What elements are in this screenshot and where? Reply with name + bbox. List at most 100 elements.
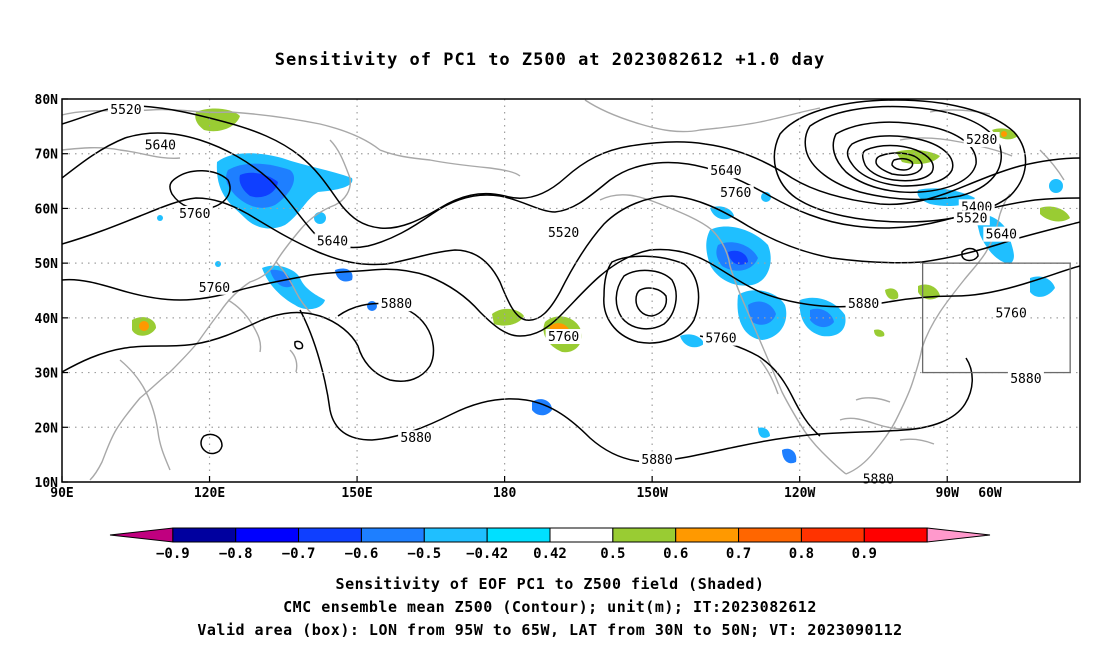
- contour-5760-low-loop1: [603, 255, 700, 344]
- contour-label: 5640: [986, 228, 1017, 243]
- colorbar-label: −0.9: [156, 546, 190, 562]
- lon-tick-label: 90W: [935, 486, 959, 501]
- lat-tick-label: 40N: [35, 312, 59, 327]
- colorbar-swatch: [423, 527, 488, 543]
- valid-area-box: [921, 262, 1071, 374]
- lat-tick-label: 50N: [35, 257, 59, 272]
- contour-label-bg: [953, 210, 990, 226]
- contour-5280-ring5: [875, 152, 923, 176]
- contour-label: 5880: [848, 297, 879, 312]
- lon-tick-label: 60W: [978, 486, 1002, 501]
- colorbar-label: 0.9: [852, 546, 877, 562]
- contour-label-bg: [707, 163, 744, 179]
- lat-tick-label: 60N: [35, 202, 59, 217]
- caption-shaded: Sensitivity of EOF PC1 to Z500 field (Sh…: [335, 575, 765, 593]
- contour-label: 5640: [145, 139, 176, 154]
- contour-label-bg: [378, 296, 415, 312]
- contour-5280-ring4: [861, 144, 934, 182]
- colorbar-swatch: [800, 527, 865, 543]
- contour-5880-east: [699, 335, 821, 437]
- colorbar-label: −0.6: [345, 546, 379, 562]
- colorbar-high-arrow: [926, 527, 991, 543]
- contour-label: 5760: [720, 186, 751, 201]
- shade-patch-greenland-positive: [896, 149, 940, 164]
- contour-label: 5520: [548, 226, 579, 241]
- colorbar-label: −0.5: [407, 546, 441, 562]
- lon-tick-label: 150W: [636, 486, 667, 501]
- colorbar-swatch: [235, 527, 300, 543]
- chart-title: Sensitivity of PC1 to Z500 at 2023082612…: [274, 50, 826, 70]
- colorbar-label: 0.42: [533, 546, 567, 562]
- contour-label-bg: [702, 330, 739, 346]
- contour-label: 5760: [995, 306, 1026, 321]
- contour-labels: 5520 5640 5760 5640 5760 5880 5880 5520 5760 5640…: [107, 101, 1044, 487]
- contour-label-bg: [845, 296, 882, 312]
- map-frame: [61, 98, 1081, 483]
- colorbar-swatch: [675, 527, 740, 543]
- colorbar-label: 0.5: [600, 546, 625, 562]
- contour-label: 5280: [966, 133, 997, 148]
- contour-label: 5640: [710, 164, 741, 179]
- shade-patch-kuril: [335, 268, 353, 282]
- colorbar-low-arrow: [109, 527, 174, 543]
- contour-label-bg: [142, 137, 179, 153]
- colorbar-swatch: [549, 527, 614, 543]
- contour-label-bg: [983, 226, 1020, 242]
- contour-5760-low-loop2: [615, 269, 677, 330]
- colorbar-swatch: [738, 527, 802, 543]
- colorbar-label: 0.6: [663, 546, 688, 562]
- contour-label-bg: [176, 205, 213, 221]
- caption-valid-area: Valid area (box): LON from 95W to 65W, L…: [197, 621, 903, 639]
- contour-label-bg: [314, 233, 351, 249]
- contour-label-bg: [993, 305, 1030, 321]
- colorbar-swatch: [360, 527, 425, 543]
- contour-label: 5880: [641, 453, 672, 468]
- contour-5520: [62, 105, 1080, 229]
- lat-tick-label: 70N: [35, 148, 59, 163]
- contour-label: 5760: [705, 332, 736, 347]
- axis-ticks: 90E 120E 150E 180 150W 120W 90W 60W 80N 70N 60N 50N…: [35, 93, 1002, 501]
- contour-5280-ring3: [846, 135, 954, 187]
- lat-tick-label: 80N: [35, 93, 59, 108]
- lat-tick-label: 10N: [35, 476, 59, 491]
- contour-label-bg: [545, 225, 582, 241]
- contour-label-bg: [639, 452, 676, 468]
- shade-patch-atlantic-negative2: [1030, 276, 1055, 297]
- contour-label: 5880: [1010, 372, 1041, 387]
- colorbar-label: 0.8: [789, 546, 814, 562]
- contour-label-bg: [107, 101, 144, 117]
- contour-5760-mid: [62, 248, 1080, 337]
- colorbar-label: −0.8: [219, 546, 253, 562]
- colorbar-label: −0.42: [466, 546, 508, 562]
- contour-5880-loop-small: [200, 433, 223, 455]
- contour-label: 5520: [110, 103, 141, 118]
- lon-tick-label: 120W: [784, 486, 815, 501]
- contour-5760-west: [62, 195, 1080, 321]
- contour-label-bg: [963, 132, 1000, 148]
- colorbar-label: −0.7: [282, 546, 316, 562]
- lat-tick-label: 20N: [35, 421, 59, 436]
- contour-5400: [773, 99, 1027, 223]
- colorbar: −0.9 −0.8 −0.7 −0.6 −0.5 −0.42 0.42 0.5 0.6 0.7 0.…: [109, 527, 991, 562]
- shade-patch-na-negative4: [710, 206, 734, 220]
- lon-tick-label: 180: [493, 486, 517, 501]
- contour-small-loop-east: [961, 247, 979, 262]
- contour-label-bg: [1007, 371, 1044, 387]
- contour-label: 5760: [179, 207, 210, 222]
- contour-5760-low-loop3: [635, 287, 668, 317]
- contour-label-bg: [398, 430, 435, 446]
- contour-5880-loop-small2: [294, 340, 304, 350]
- contour-5280-ring6: [891, 157, 914, 171]
- colorbar-swatch: [172, 527, 237, 543]
- contour-label-bg: [196, 279, 233, 295]
- contour-label-bg: [545, 329, 582, 345]
- contour-label: 5880: [400, 431, 431, 446]
- contour-5640: [62, 132, 1080, 249]
- contour-label: 5760: [199, 281, 230, 296]
- colorbar-swatch: [612, 527, 677, 543]
- contour-label: 5520: [956, 211, 987, 226]
- contour-label-bg: [717, 185, 754, 201]
- colorbar-swatch: [298, 527, 362, 543]
- sensitivity-shading: [132, 108, 1070, 464]
